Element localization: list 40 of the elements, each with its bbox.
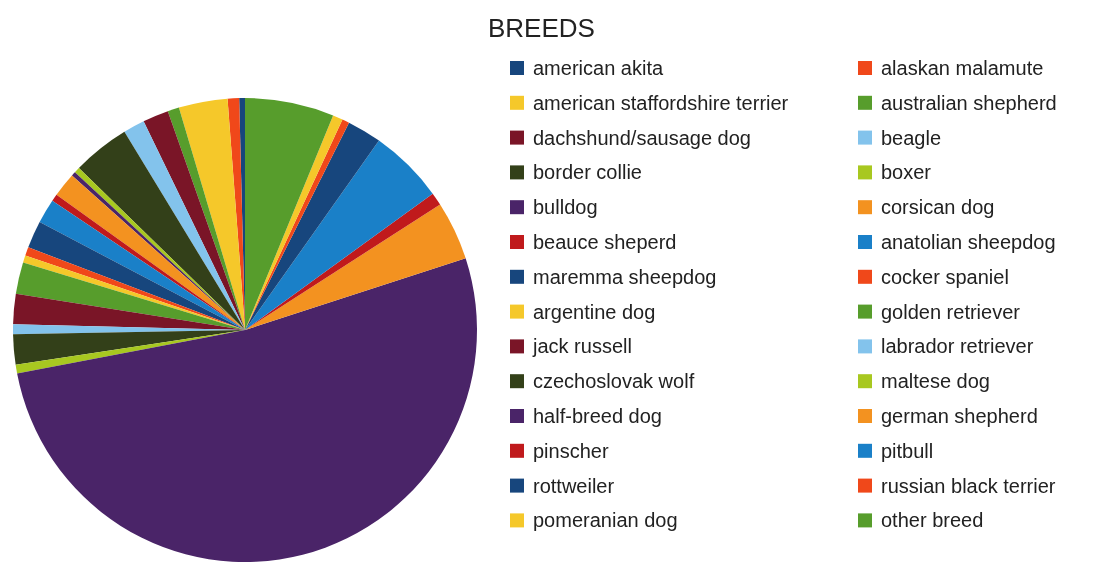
legend-label: australian shepherd — [881, 91, 1057, 114]
legend-label: anatolian sheepdog — [881, 231, 1056, 253]
pie-slice — [124, 121, 245, 330]
pie-slice — [245, 193, 441, 330]
pie-slice — [245, 204, 466, 330]
legend-label: american akita — [533, 57, 664, 79]
pie-slice — [28, 222, 245, 330]
legend-label: argentine dog — [533, 300, 656, 323]
pie-slice — [17, 258, 477, 562]
pie-slice — [13, 330, 245, 365]
legend-label: cocker spaniel — [881, 265, 1009, 288]
pie-slice — [143, 111, 245, 330]
pie-slice — [245, 122, 379, 330]
legend-label: beauce sheperd — [533, 231, 677, 253]
legend-label: czechoslovak wolf — [533, 370, 695, 393]
legend-label: boxer — [881, 161, 932, 184]
legend-label: border collie — [533, 161, 642, 184]
legend-label: american staffordshire terrier — [533, 91, 789, 114]
legend-label: bulldog — [533, 196, 598, 219]
legend-label: golden retriever — [881, 300, 1021, 323]
legend-label: russian black terrier — [881, 474, 1056, 497]
legend-label: beagle — [881, 126, 942, 149]
legend-label: pomeranian dog — [533, 509, 678, 532]
legend-label: corsican dog — [881, 196, 995, 219]
pie-slice — [13, 293, 245, 330]
legend-label: jack russell — [532, 335, 632, 358]
legend-label: maltese dog — [881, 370, 990, 393]
legend-label: alaskan malamute — [881, 57, 1044, 79]
legend-label: dachshund/sausage dog — [533, 126, 751, 149]
legend-label: rottweiler — [533, 474, 615, 497]
legend-label: labrador retriever — [881, 335, 1034, 358]
legend-title: BREEDS — [488, 13, 595, 43]
legend-label: pinscher — [533, 439, 609, 462]
pie-slice — [245, 140, 433, 330]
legend-label: other breed — [881, 509, 984, 532]
legend-label: half-breed dog — [533, 405, 662, 427]
legend-label: maremma sheepdog — [533, 265, 717, 288]
legend-label: pitbull — [881, 439, 934, 462]
legend-label: german shepherd — [881, 405, 1038, 427]
pie-slice — [78, 131, 245, 330]
